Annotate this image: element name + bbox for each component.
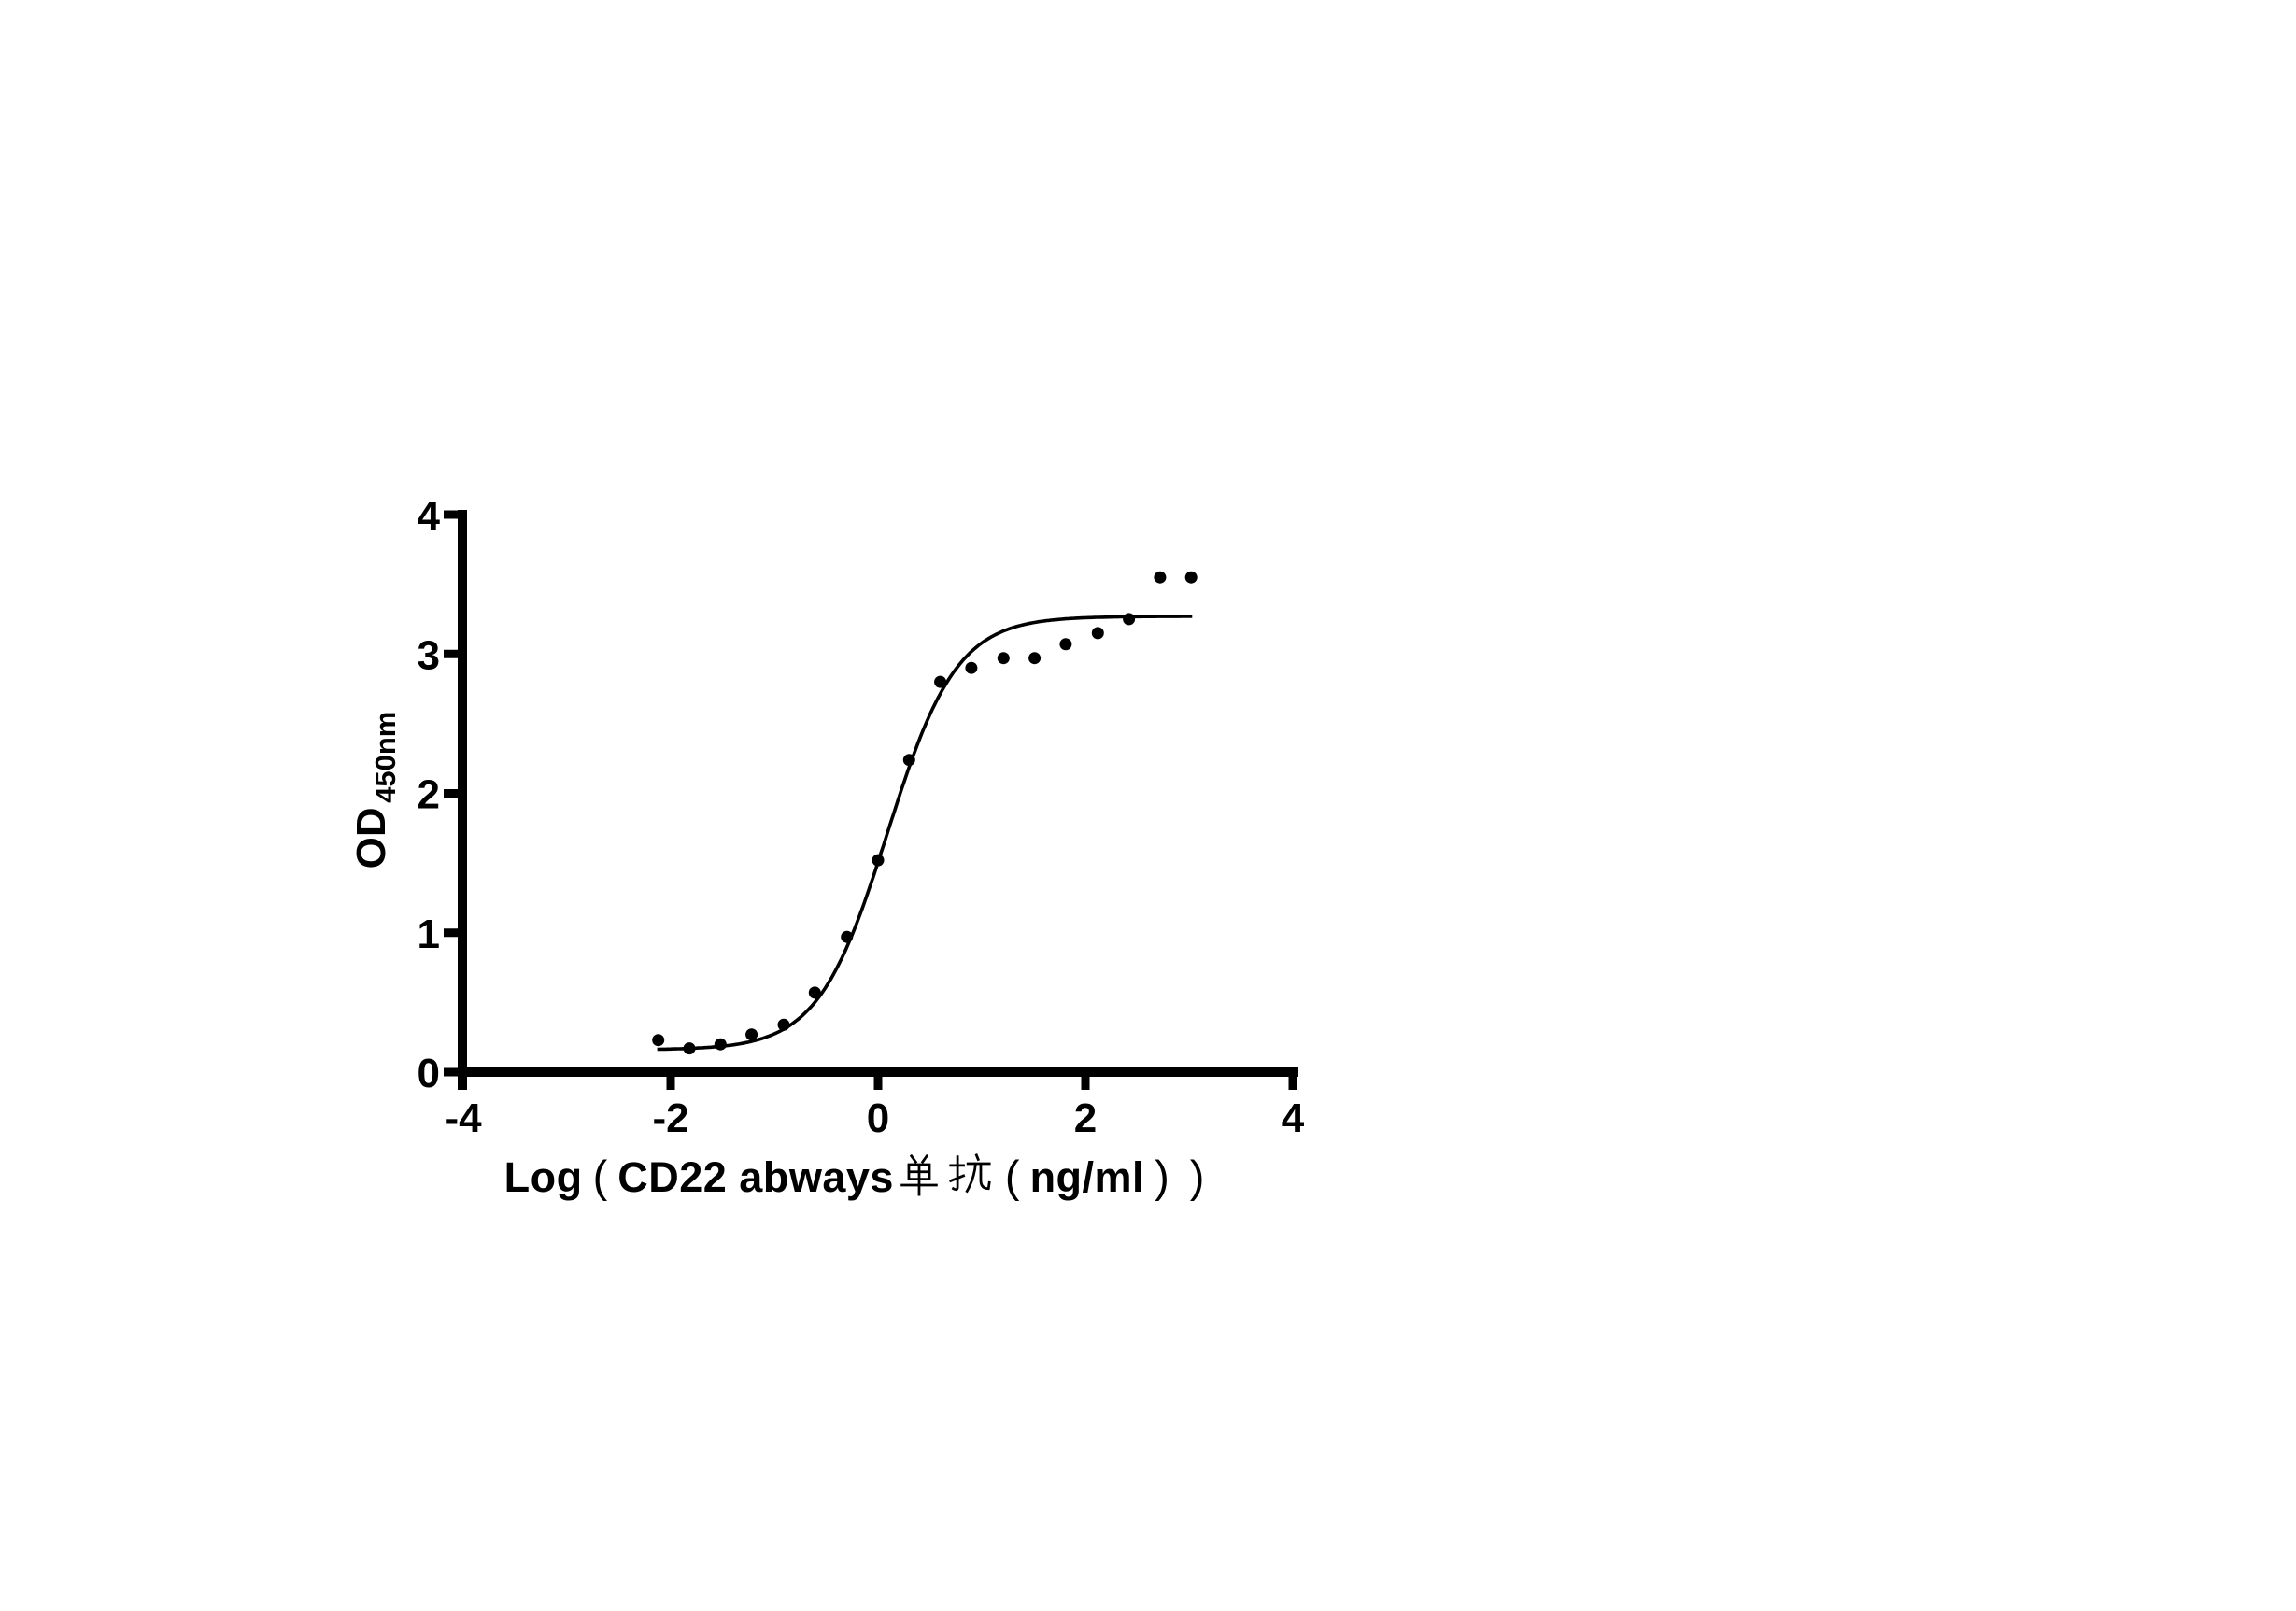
data-point — [777, 1018, 790, 1031]
cjk-glyph-kang — [948, 1153, 991, 1196]
data-point — [745, 1028, 758, 1041]
x-axis-title-part: ng/ml — [1029, 1153, 1145, 1201]
x-axis-line — [458, 1067, 1298, 1077]
cjk-stroke-art — [900, 1153, 938, 1196]
y-axis-line — [458, 510, 467, 1090]
x-axis-title-part: CD22 abways — [617, 1153, 894, 1201]
data-point — [902, 754, 915, 767]
data-point — [1154, 571, 1167, 584]
y-tick-label: 3 — [418, 632, 440, 678]
x-tick-label: -2 — [652, 1095, 688, 1141]
y-tick-mark — [444, 928, 458, 938]
y-axis: 0 1 2 3 4 — [418, 493, 467, 1096]
y-tick-label: 4 — [418, 493, 441, 539]
x-tick-label: 0 — [867, 1095, 889, 1141]
x-tick-mark — [666, 1077, 675, 1090]
data-point — [652, 1034, 665, 1047]
y-axis-ticks — [444, 510, 458, 1077]
cjk-glyph-dan — [898, 1153, 941, 1196]
x-axis-title-part: ) — [1155, 1152, 1169, 1201]
data-point — [841, 930, 854, 943]
x-tick-label: 2 — [1074, 1095, 1097, 1141]
fit-curve — [657, 615, 1193, 1052]
x-tick-mark — [1081, 1077, 1090, 1090]
y-axis-title-main: OD — [348, 807, 394, 869]
x-axis-title-part: ( — [1004, 1152, 1020, 1201]
x-axis-title-part: Log — [503, 1153, 583, 1201]
y-tick-mark — [444, 649, 458, 658]
data-point — [808, 986, 821, 999]
data-point — [1123, 613, 1136, 626]
data-point — [872, 854, 885, 867]
cjk-stroke-art — [948, 1153, 991, 1194]
data-points — [652, 571, 1198, 1055]
data-point — [1028, 652, 1042, 665]
data-point — [934, 675, 947, 688]
y-axis-title: OD 450nm — [348, 712, 402, 869]
y-axis-title-subscript: 450nm — [369, 712, 402, 803]
x-axis: -4 -2 0 2 4 — [445, 1067, 1305, 1141]
x-axis-ticks — [666, 1077, 1297, 1090]
y-tick-label: 0 — [418, 1051, 440, 1096]
y-tick-mark — [444, 789, 458, 798]
data-point — [997, 652, 1010, 665]
x-axis-title-part: ) — [1189, 1152, 1205, 1201]
x-axis-tick-labels: -4 -2 0 2 4 — [445, 1095, 1304, 1141]
data-point — [1091, 627, 1104, 640]
x-tick-mark — [873, 1077, 883, 1090]
x-axis-title-part: ( — [592, 1152, 608, 1201]
data-point — [1059, 638, 1072, 651]
x-tick-mark — [1288, 1077, 1297, 1090]
y-tick-mark — [444, 1067, 458, 1077]
x-tick-label: -4 — [445, 1095, 482, 1141]
y-axis-tick-labels: 0 1 2 3 4 — [418, 493, 441, 1096]
x-axis-title: Log(CD22 abways(ng/ml)) — [392, 1152, 1326, 1201]
y-tick-mark — [444, 510, 458, 519]
y-tick-label: 1 — [418, 911, 440, 957]
data-point — [714, 1038, 727, 1051]
y-tick-label: 2 — [418, 772, 440, 818]
data-point — [683, 1042, 696, 1055]
data-point — [1184, 571, 1198, 584]
x-tick-label: 4 — [1282, 1095, 1305, 1141]
data-point — [965, 661, 978, 674]
